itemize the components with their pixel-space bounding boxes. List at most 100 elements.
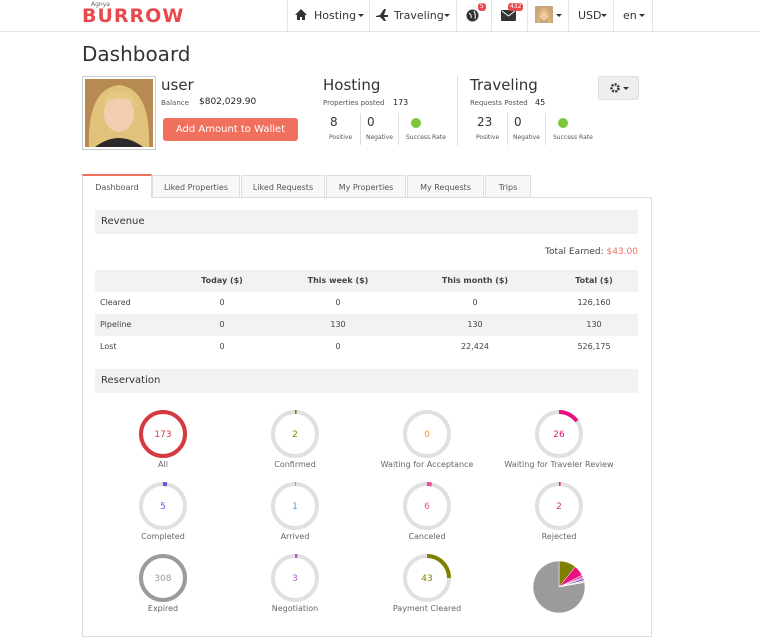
separator	[287, 0, 288, 31]
divider	[457, 76, 458, 146]
ring-label: All	[158, 460, 168, 469]
column-header: Total ($)	[575, 276, 613, 285]
page-title: Dashboard	[82, 42, 191, 66]
ring-arc	[271, 482, 319, 530]
divider	[545, 113, 546, 145]
ring-track	[403, 410, 451, 458]
currency[interactable]: USD	[578, 9, 602, 22]
column-header: This month ($)	[441, 276, 509, 285]
ring-value: 0	[424, 430, 430, 440]
tab[interactable]: Liked Properties	[152, 175, 240, 197]
menu-traveling[interactable]: Traveling	[394, 9, 444, 22]
pie-slice	[532, 560, 586, 614]
separator	[568, 0, 569, 31]
total-earned: Total Earned: $43.00	[545, 247, 638, 257]
tab[interactable]: My Properties	[326, 175, 406, 197]
ring-label: Confirmed	[274, 460, 316, 469]
ring-label: Canceled	[408, 532, 445, 541]
ring-value: 3	[292, 574, 298, 584]
profile-photo-frame	[82, 76, 156, 150]
table-cell: 0	[219, 320, 225, 329]
globe-icon[interactable]	[466, 9, 479, 22]
ring-arc	[271, 410, 319, 458]
ring-value: 2	[556, 502, 562, 512]
table-cell: 0	[219, 298, 225, 307]
tab[interactable]: Trips	[485, 175, 531, 197]
total-earned-label: Total Earned:	[545, 247, 604, 257]
caret	[639, 14, 645, 17]
ring-label: Waiting for Acceptance	[381, 460, 474, 469]
table-row	[95, 336, 638, 358]
balance: $802,029.90	[199, 97, 257, 107]
positive: 8	[330, 115, 338, 129]
message-badge: 432	[508, 3, 524, 11]
logo[interactable]: BURROW	[82, 5, 185, 27]
table-row	[95, 292, 638, 314]
ring-arc	[535, 482, 583, 530]
table-cell: 130	[586, 320, 602, 329]
success-dot	[558, 118, 568, 128]
gear-icon	[610, 83, 620, 93]
section-title: Hosting	[323, 76, 381, 94]
negative-label: Negative	[366, 134, 393, 141]
separator	[491, 0, 492, 31]
ring-value: 43	[421, 574, 432, 584]
ring-value: 26	[553, 430, 565, 440]
section-title: Traveling	[470, 76, 538, 94]
ring-arc	[139, 554, 187, 602]
ring-arc	[403, 554, 451, 602]
caret	[556, 14, 562, 17]
tab[interactable]: My Requests	[407, 175, 484, 197]
ring-value: 1	[292, 502, 298, 512]
settings-button[interactable]	[598, 76, 639, 100]
ring-label: Negotiation	[272, 604, 318, 613]
total-earned-value: $43.00	[606, 247, 639, 257]
ring-label: Rejected	[542, 532, 577, 541]
ring-label: Completed	[141, 532, 185, 541]
success-label: Success Rate	[406, 134, 446, 141]
ring-arc	[139, 410, 187, 458]
divider	[398, 113, 399, 145]
ring-label: Arrived	[281, 532, 310, 541]
negative: 0	[367, 115, 375, 129]
logo-small: Agnya	[91, 1, 110, 8]
envelope-icon[interactable]	[501, 10, 516, 21]
separator	[369, 0, 370, 31]
positive-label: Positive	[329, 134, 353, 141]
ring-value: 173	[154, 430, 171, 440]
tab[interactable]: Liked Requests	[241, 175, 325, 197]
ring-value: 6	[424, 502, 430, 512]
column-header: This week ($)	[307, 276, 369, 285]
language[interactable]: en	[623, 9, 637, 22]
positive-label: Positive	[476, 134, 500, 141]
table-header-row	[95, 270, 638, 292]
ring-label: Expired	[148, 604, 178, 613]
balance-label: Balance	[161, 99, 189, 107]
tab[interactable]: Dashboard	[82, 174, 152, 198]
menu-hosting[interactable]: Hosting	[314, 9, 357, 22]
positive: 23	[477, 115, 493, 129]
separator	[527, 0, 528, 31]
separator	[456, 0, 457, 31]
home-icon	[295, 9, 307, 20]
navbar: Agnya BURROW Hosting Traveling 5 432 USD…	[0, 0, 760, 32]
negative: 0	[514, 115, 522, 129]
user-avatar[interactable]	[535, 6, 553, 23]
row-label: Lost	[100, 342, 117, 351]
ring-arc	[271, 554, 319, 602]
separator	[613, 0, 614, 31]
table-cell: 130	[467, 320, 483, 329]
ring-arc	[139, 482, 187, 530]
table-cell: 526,175	[577, 342, 611, 351]
divider	[507, 113, 508, 145]
caret	[358, 14, 364, 17]
ring-label: Waiting for Traveler Review	[504, 460, 614, 469]
add-wallet-button[interactable]: Add Amount to Wallet	[163, 118, 298, 141]
caret	[623, 87, 629, 90]
revenue-header: Revenue	[95, 210, 638, 234]
ring-arc	[535, 410, 583, 458]
table-row	[95, 314, 638, 336]
reservation-header: Reservation	[95, 369, 638, 393]
